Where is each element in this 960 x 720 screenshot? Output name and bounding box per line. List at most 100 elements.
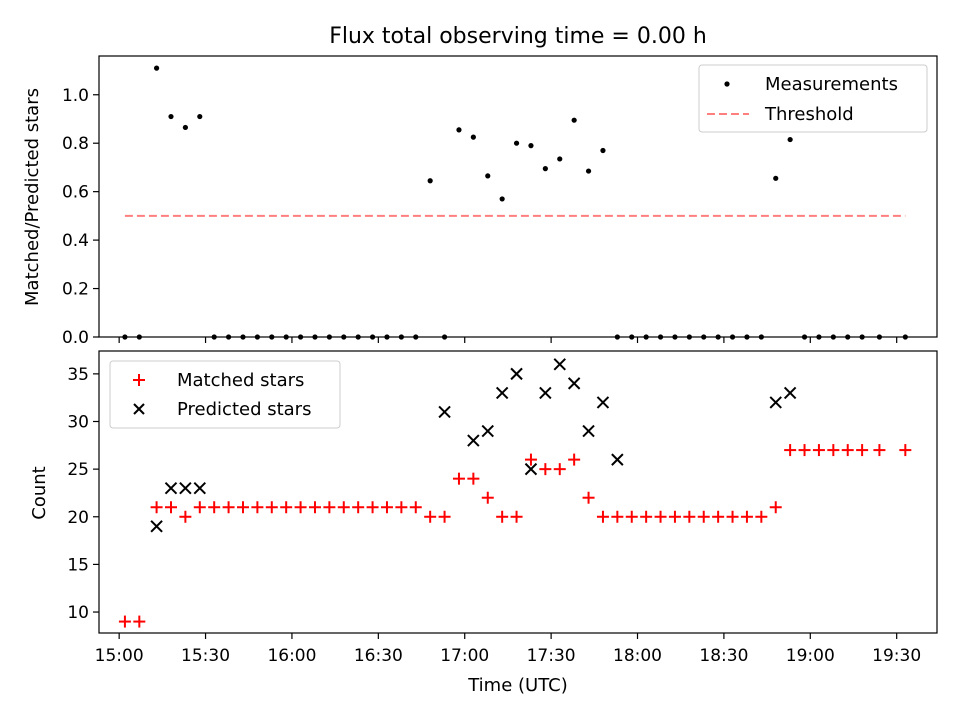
matched-star-marker (683, 510, 696, 523)
matched-star-marker (236, 501, 249, 514)
matched-star-marker (798, 444, 811, 457)
measurement-point (168, 113, 174, 120)
bottom-panel: 10 15 20 25 30 35 15:00 15:30 16:00 16:30 17:00 17:… (29, 350, 938, 696)
matched-star-marker (568, 453, 581, 466)
x-tick-label: 17:00 (440, 646, 489, 666)
matched-star-marker (308, 501, 321, 514)
top-y-tick-label: 1.0 (62, 86, 89, 106)
matched-star-marker (873, 444, 886, 457)
legend-matched-marker (133, 374, 145, 386)
predicted-star-marker (539, 386, 552, 400)
predicted-star-marker (783, 386, 797, 400)
top-y-tick-label: 0.8 (62, 134, 89, 154)
matched-star-marker (841, 444, 854, 457)
matched-star-marker (481, 491, 494, 504)
matched-star-marker (133, 615, 146, 628)
measurement-point (513, 140, 520, 146)
x-tick-label: 18:30 (699, 646, 748, 666)
matched-star-marker (784, 444, 797, 457)
x-axis-label: Time (UTC) (467, 675, 568, 696)
x-tick-label: 15:30 (181, 646, 230, 666)
predicted-star-marker (553, 358, 566, 371)
bottom-y-tick-label: 10 (67, 603, 89, 623)
x-tick-label: 18:00 (613, 646, 662, 666)
predicted-star-marker (438, 405, 451, 419)
predicted-star-marker (150, 520, 163, 533)
matched-star-marker (596, 510, 609, 523)
matched-star-marker (467, 472, 480, 485)
measurement-point (485, 173, 491, 179)
legend-predicted-label: Predicted stars (177, 399, 311, 420)
matched-star-marker (668, 510, 681, 523)
matched-star-marker (395, 501, 408, 514)
bottom-y-tick-label: 30 (67, 413, 89, 433)
matched-star-marker (164, 501, 177, 514)
top-y-tick-label: 0.6 (62, 183, 89, 203)
measurement-point (585, 168, 592, 174)
matched-star-marker (150, 501, 163, 514)
matched-star-marker (193, 501, 206, 514)
matched-star-marker (769, 501, 782, 514)
measurement-point (153, 65, 160, 71)
top-legend: Measurements Threshold (698, 64, 928, 133)
predicted-star-marker (769, 396, 782, 409)
predicted-star-marker (481, 424, 494, 438)
measurement-point (456, 127, 462, 133)
predicted-star-marker (611, 453, 624, 466)
legend-measurements-label: Measurements (765, 74, 898, 95)
matched-star-marker (611, 510, 624, 523)
legend-threshold-label: Threshold (764, 104, 854, 125)
top-panel: 0.0 0.2 0.4 0.6 0.8 1.0 Matched/Predicted sta… (22, 55, 938, 348)
matched-star-marker (294, 501, 307, 514)
matched-star-marker (510, 510, 523, 523)
matched-star-marker (496, 510, 509, 523)
predicted-star-marker (582, 424, 595, 438)
matched-star-marker (654, 510, 667, 523)
matched-star-marker (208, 501, 221, 514)
bottom-y-axis-label: Count (29, 466, 50, 519)
measurement-point (600, 147, 606, 154)
top-y-tick-label: 0.2 (62, 280, 89, 300)
predicted-star-marker (467, 434, 480, 447)
bottom-axes-frame (98, 350, 938, 634)
matched-star-marker (553, 463, 566, 476)
matched-star-marker (712, 510, 725, 523)
legend-measurements-marker (724, 81, 730, 87)
matched-star-marker (352, 501, 365, 514)
x-tick-label: 16:00 (267, 646, 316, 666)
measurement-point (571, 117, 577, 123)
x-tick-label: 19:00 (786, 646, 835, 666)
matched-star-marker (380, 501, 393, 514)
bottom-y-tick-label: 20 (67, 508, 89, 528)
x-tick-label: 15:00 (95, 646, 144, 666)
top-y-axis-label: Matched/Predicted stars (22, 88, 43, 306)
x-tick-label: 17:30 (527, 646, 576, 666)
matched-star-marker (251, 501, 264, 514)
matched-star-marker (337, 501, 350, 514)
measurement-point (542, 166, 548, 172)
measurement-point (787, 136, 793, 143)
matched-star-marker (409, 501, 422, 514)
measurement-point (182, 124, 188, 131)
matched-star-marker (438, 510, 451, 523)
measurement-point (499, 196, 505, 202)
predicted-star-marker (495, 386, 509, 400)
matched-star-marker (697, 510, 710, 523)
top-axes-frame (98, 55, 938, 338)
matched-star-marker (222, 501, 235, 514)
bottom-legend: Matched stars Predicted stars (109, 360, 341, 429)
matched-star-marker (280, 501, 293, 514)
measurement-point (470, 134, 476, 140)
chart-title: Flux total observing time = 0.00 h (329, 24, 707, 49)
matched-star-marker (118, 615, 131, 628)
predicted-star-marker (596, 396, 610, 409)
predicted-star-marker (567, 377, 581, 390)
bottom-y-tick-label: 15 (67, 555, 89, 575)
bottom-y-tick-label: 25 (67, 460, 89, 480)
predicted-star-marker (164, 481, 178, 495)
predicted-star-marker (524, 462, 538, 476)
measurement-point (773, 175, 779, 181)
predicted-star-marker (179, 481, 192, 495)
measurement-point (427, 178, 433, 184)
predicted-star-marker (510, 367, 523, 381)
